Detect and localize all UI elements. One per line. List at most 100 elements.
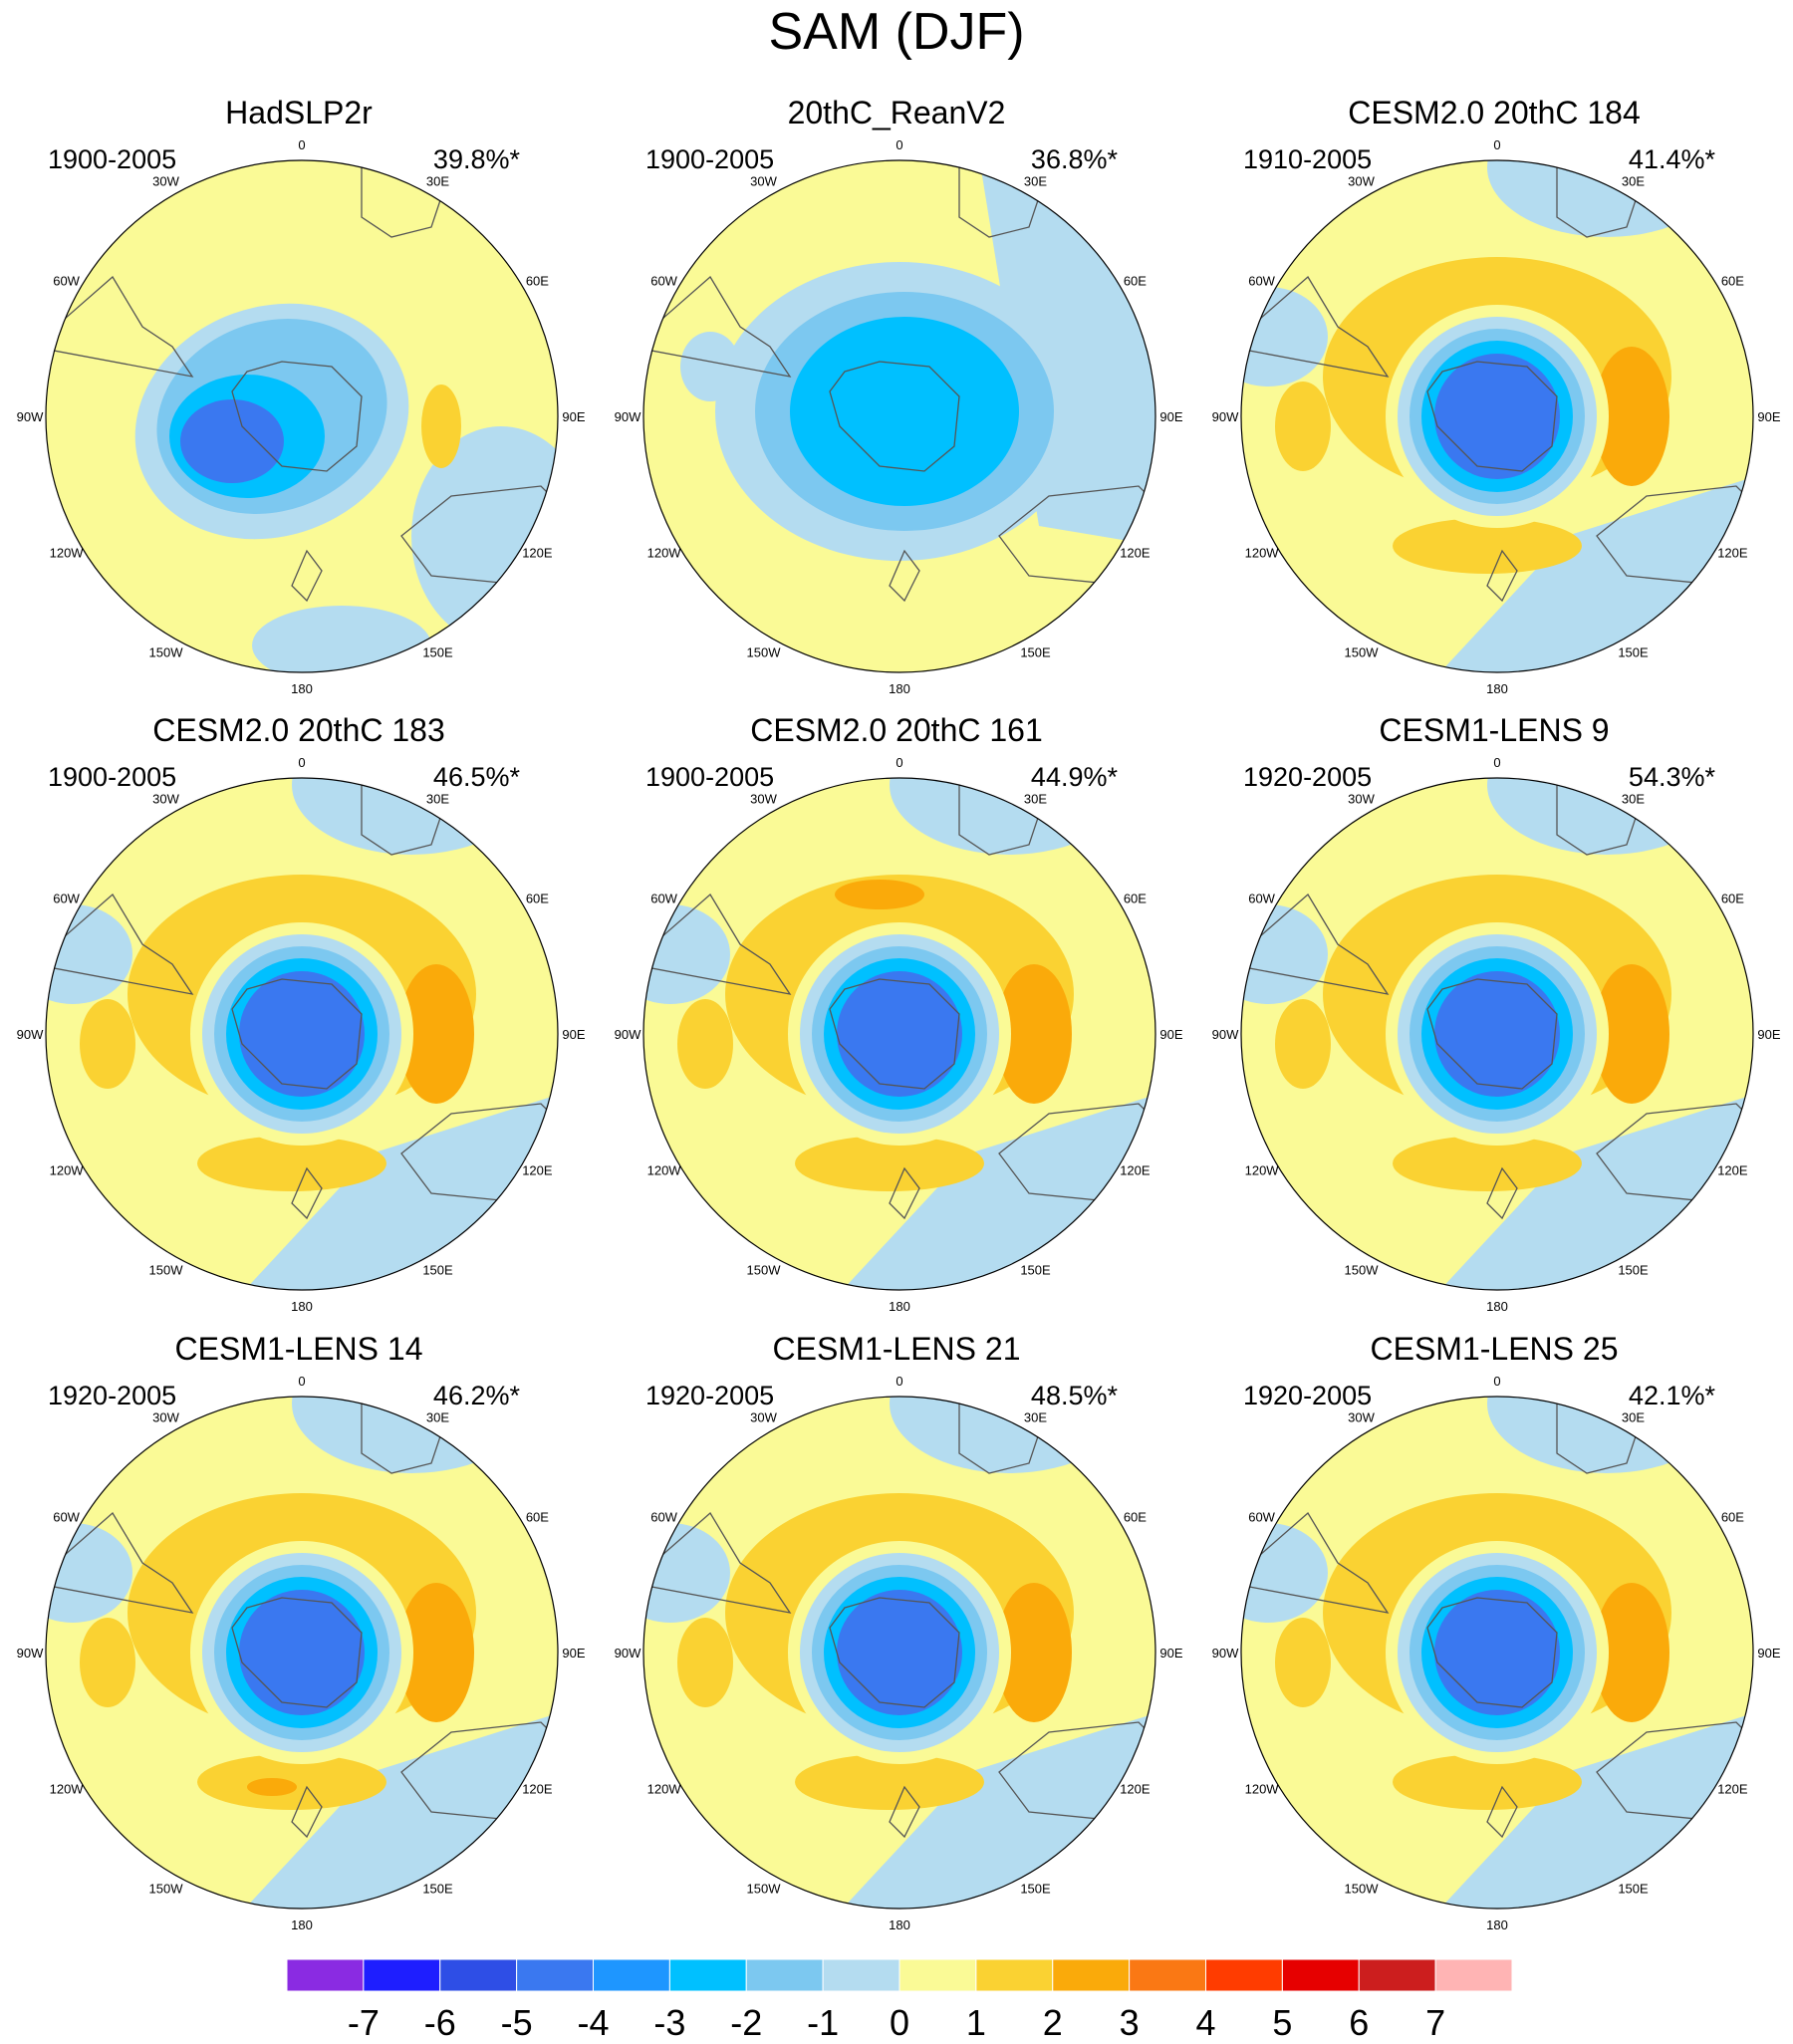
longitude-label: 0 (298, 137, 305, 152)
longitude-label: 120E (522, 1163, 553, 1178)
longitude-label: 120W (647, 1782, 682, 1797)
longitude-label: 90E (562, 409, 585, 424)
longitude-label: 0 (298, 755, 305, 770)
panel-years: 1900-2005 (645, 144, 775, 174)
longitude-label: 30E (426, 1410, 449, 1425)
longitude-label: 120W (1245, 1782, 1280, 1797)
colorbar-swatch (898, 1958, 977, 1992)
anomaly-contour-pos1 (1393, 1754, 1582, 1810)
longitude-label: 120E (1717, 1163, 1748, 1178)
coastline (291, 549, 323, 603)
coastline (829, 1597, 960, 1708)
coastline (1486, 549, 1518, 603)
anomaly-contour-neg4 (180, 399, 284, 483)
colorbar-label: 7 (1425, 2002, 1446, 2043)
longitude-label: 30E (1622, 1410, 1645, 1425)
coastline (1596, 1721, 1753, 1823)
longitude-label: 120W (50, 546, 85, 561)
colorbar-label: 0 (889, 2002, 910, 2043)
longitude-label: 60E (526, 892, 549, 906)
longitude-label: 30E (1024, 174, 1047, 189)
coastline (829, 978, 960, 1090)
anomaly-contour-neg4 (239, 1590, 365, 1715)
longitude-label: 150W (149, 1262, 184, 1277)
panel-variance: 39.8%* (432, 144, 520, 174)
panel-variance: 36.8%* (1030, 144, 1118, 174)
anomaly-contour-pos2 (996, 964, 1072, 1104)
longitude-label: 60E (1721, 892, 1744, 906)
longitude-label: 30W (750, 792, 777, 807)
longitude-label: 60E (526, 274, 549, 289)
coastline (889, 1785, 920, 1839)
longitude-label: 90W (615, 1027, 641, 1042)
longitude-label: 150W (1345, 644, 1380, 659)
negative-region (680, 332, 740, 401)
panel-title: HadSLP2r (225, 95, 373, 130)
panel-years: 1920-2005 (48, 1381, 177, 1410)
longitude-label: 30E (1024, 1410, 1047, 1425)
longitude-label: 120W (50, 1163, 85, 1178)
negative-region (890, 778, 1129, 855)
coastline (1426, 1597, 1558, 1708)
negative-region (1487, 1397, 1726, 1473)
longitude-label: 150W (747, 1881, 782, 1896)
anomaly-contour-neg4 (1434, 971, 1560, 1097)
longitude-label: 150E (422, 644, 453, 659)
panel-title: CESM1-LENS 14 (174, 1331, 423, 1367)
panel-years: 1920-2005 (645, 1381, 775, 1410)
longitude-label: 120E (1120, 1163, 1151, 1178)
longitude-label: 90W (17, 1646, 44, 1661)
colorbar-swatches (286, 1958, 1513, 1992)
colorbar-swatch (363, 1958, 441, 1992)
polar-map: 0 30E 60E 90E 120E 150E 180 150W 120W 90W 60W 30W (17, 137, 586, 696)
longitude-label: 120W (647, 546, 682, 561)
coastline (998, 1103, 1155, 1204)
longitude-label: 120E (1120, 546, 1151, 561)
colorbar-label: -6 (423, 2002, 456, 2043)
colorbar-label: -7 (347, 2002, 380, 2043)
panel-variance: 46.2%* (432, 1381, 520, 1410)
polar-map: 0 30E 60E 90E 120E 150E 180 150W 120W 90W 60W 30W (615, 755, 1183, 1314)
polar-map: 0 30E 60E 90E 120E 150E 180 150W 120W 90W 60W 30W (17, 1374, 586, 1932)
polar-map: 0 30E 60E 90E 120E 150E 180 150W 120W 90W 60W 30W (17, 755, 586, 1314)
polar-map: 0 30E 60E 90E 120E 150E 180 150W 120W 90W 60W 30W (1212, 1374, 1781, 1932)
longitude-label: 150W (149, 644, 184, 659)
longitude-label: 150E (1618, 1262, 1649, 1277)
colorbar-swatch (1434, 1958, 1513, 1992)
map-panel: CESM1-LENS 25 1920-2005 42.1%* 0 30E 60E 90E 12… (1195, 1331, 1793, 1948)
longitude-label: 30E (426, 792, 449, 807)
longitude-label: 60E (1124, 274, 1147, 289)
coastline (889, 549, 920, 603)
longitude-label: 90W (1212, 1646, 1239, 1661)
colorbar-swatch (1052, 1958, 1131, 1992)
anomaly-contour-neg3 (790, 317, 1019, 506)
polar-map: 0 30E 60E 90E 120E 150E 180 150W 120W 90W 60W 30W (615, 1374, 1183, 1932)
coastline (1596, 1103, 1753, 1204)
anomaly-contour-pos1 (80, 999, 135, 1089)
anomaly-contour-pos1 (1275, 382, 1331, 471)
colorbar-label: 3 (1119, 2002, 1140, 2043)
longitude-label: 60W (650, 1510, 677, 1525)
anomaly-contour-pos1 (795, 1754, 984, 1810)
longitude-label: 30W (152, 1410, 179, 1425)
longitude-label: 60E (1721, 274, 1744, 289)
longitude-label: 30E (1622, 174, 1645, 189)
anomaly-contour-pos2 (398, 1583, 474, 1722)
anomaly-contour-pos2 (1594, 347, 1669, 486)
polar-map: 0 30E 60E 90E 120E 150E 180 150W 120W 90W 60W 30W (615, 137, 1183, 696)
coastline (1486, 1166, 1518, 1220)
negative-region (1487, 160, 1726, 237)
anomaly-contour-neg4 (239, 971, 365, 1097)
negative-region (890, 1397, 1129, 1473)
longitude-label: 120E (1717, 546, 1748, 561)
longitude-label: 150W (1345, 1881, 1380, 1896)
positive-region (421, 384, 461, 468)
panel-title: CESM1-LENS 21 (772, 1331, 1021, 1367)
map-panel: 20thC_ReanV2 1900-2005 36.8%* 0 30E 60E 90E 120… (598, 95, 1195, 712)
longitude-label: 90E (1159, 1646, 1182, 1661)
longitude-label: 90E (1757, 1027, 1780, 1042)
longitude-label: 150E (1020, 1881, 1051, 1896)
panel-years: 1900-2005 (48, 144, 177, 174)
longitude-label: 60E (1721, 1510, 1744, 1525)
panel-title: CESM2.0 20thC 183 (152, 712, 445, 748)
